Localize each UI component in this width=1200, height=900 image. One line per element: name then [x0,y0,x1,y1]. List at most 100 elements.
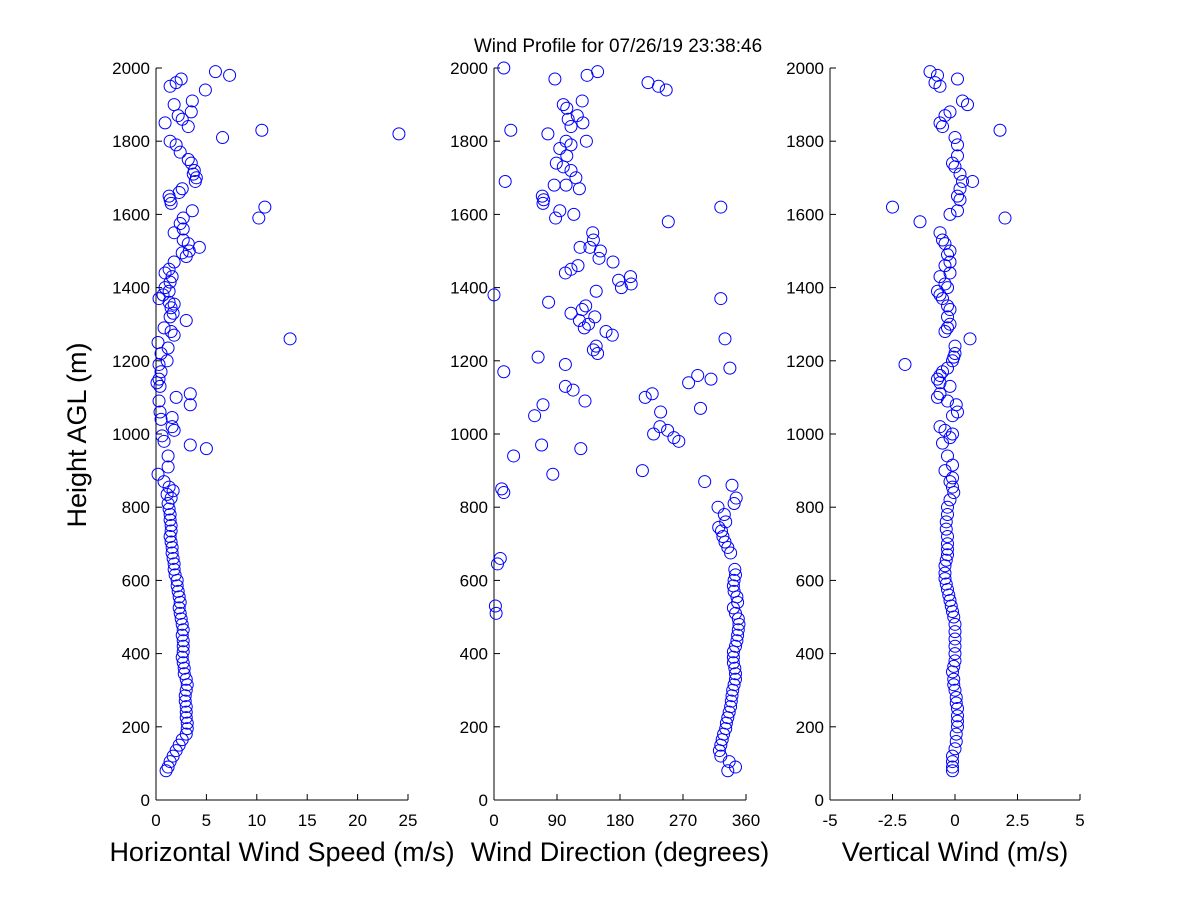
data-point [176,634,190,648]
data-point [641,76,655,90]
data-point [941,281,954,295]
y-tick-label: 400 [122,645,150,664]
data-point [956,174,969,188]
data-point [223,68,237,82]
data-point [163,513,177,527]
x-tick-label: -5 [822,811,837,830]
data-point [173,595,187,609]
data-point [283,332,297,346]
data-point [923,65,937,79]
data-point [573,240,587,254]
data-point [162,284,176,298]
data-point [173,606,187,620]
direction-panel: 0 200 400 600 800 1000 1200 1400 1600 1800 2000 0 90… [450,59,769,867]
data-point [152,372,166,386]
data-point [174,612,188,626]
data-point [938,325,952,339]
data-point [151,336,165,349]
data-point [170,579,184,593]
data-point [586,343,600,357]
x-tick-label: 15 [298,811,317,830]
data-point [157,434,171,448]
data-point [167,297,181,311]
data-point [672,434,686,448]
data-point [174,72,188,86]
data-point [711,500,725,514]
data-point [941,321,954,335]
y-tick-label: 800 [460,498,488,517]
data-point [953,182,967,196]
y-tick-label: 1000 [786,425,824,444]
data-point [504,123,518,137]
data-point [179,705,193,719]
data-point [166,484,180,498]
x-tick-label: 5 [202,811,211,830]
data-point [575,94,589,108]
x-tick-label: 90 [548,811,567,830]
y-tick-label: 1200 [112,352,150,371]
data-point [507,449,521,463]
data-point [588,310,602,324]
data-point [941,548,954,562]
data-point [606,255,620,269]
data-point [931,372,944,386]
data-point [547,178,561,192]
data-point [729,672,742,686]
data-point [179,672,193,686]
data-point [498,174,512,188]
vertical-panel: 0 200 400 600 800 1000 1200 1400 1600 1800 2000 -5 -… [786,59,1085,867]
data-point [727,497,741,511]
data-point [719,515,733,529]
data-point [487,288,501,302]
data-point [181,153,195,166]
data-point [164,491,178,505]
data-point [638,390,652,404]
data-point [943,255,957,269]
data-point [179,683,193,697]
data-point [947,678,961,692]
y-tick-label: 1000 [450,425,488,444]
data-point [497,61,511,75]
data-point [179,711,193,725]
data-point [172,590,186,604]
data-point [725,689,739,703]
data-point [898,357,912,371]
data-point [179,700,193,714]
data-point [946,427,959,441]
data-point [164,519,178,532]
x-axis-label: Vertical Wind (m/s) [842,837,1069,867]
data-point [949,398,963,412]
data-point [559,134,573,148]
data-point [698,475,712,489]
data-point [931,390,944,404]
x-tick-label: 360 [732,811,760,830]
data-point [714,292,728,306]
data-point [566,383,580,397]
data-point [183,387,197,401]
y-tick-label: 1000 [112,425,150,444]
data-point [714,749,728,763]
data-point [936,233,949,247]
data-point [185,204,199,218]
y-tick-label: 1400 [112,279,150,298]
data-point [172,601,186,615]
data-point [725,478,739,492]
data-point [951,138,964,152]
data-point [716,529,730,543]
x-tick-label: -2.5 [878,811,907,830]
data-point [183,398,197,412]
data-point [574,442,588,456]
data-point [948,632,962,646]
data-point [946,471,959,485]
data-point [635,464,649,478]
data-point [941,299,954,313]
data-point [564,120,578,134]
data-point [558,379,572,393]
data-point [948,654,962,668]
data-point [661,423,675,437]
data-point [941,394,954,408]
y-tick-label: 600 [460,571,488,590]
x-tick-label: 25 [399,811,418,830]
data-point [589,339,603,353]
data-point [164,524,178,538]
